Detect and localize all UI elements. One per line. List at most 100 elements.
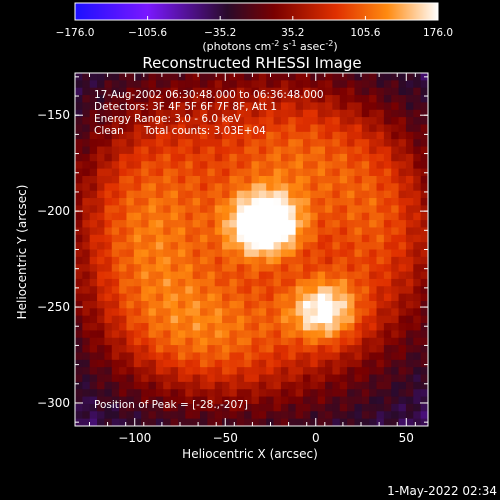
heatmap-cell (163, 315, 172, 324)
heatmap-cell (405, 190, 414, 199)
heatmap-cell (104, 161, 113, 170)
heatmap-cell (177, 234, 186, 243)
heatmap-cell (325, 367, 333, 376)
heatmap-cell (133, 109, 142, 118)
heatmap-cell (133, 183, 142, 192)
heatmap-cell (214, 80, 223, 89)
heatmap-cell (376, 161, 385, 170)
heatmap-cell (236, 411, 245, 420)
heatmap-cell (163, 396, 172, 405)
heatmap-cell (170, 389, 179, 398)
heatmap-cell (236, 300, 245, 309)
heatmap-cell (185, 345, 194, 353)
heatmap-cell (273, 367, 282, 376)
heatmap-cell (339, 102, 348, 111)
heatmap-cell (222, 117, 230, 125)
heatmap-cell (369, 220, 378, 228)
y-tick-label: −300 (37, 396, 70, 410)
heatmap-cell (177, 212, 186, 221)
heatmap-cell (251, 117, 260, 125)
heatmap-cell (89, 146, 98, 155)
heatmap-cell (266, 242, 275, 250)
heatmap-cell (75, 300, 83, 309)
heatmap-cell (244, 293, 252, 302)
heatmap-cell (75, 389, 83, 398)
heatmap-cell (222, 367, 230, 376)
heatmap-cell (222, 131, 230, 140)
heatmap-cell (89, 227, 98, 236)
heatmap-cell (420, 227, 428, 236)
heatmap-cell (398, 411, 407, 420)
heatmap-cell (332, 205, 341, 214)
heatmap-cell (214, 315, 223, 324)
heatmap-cell (369, 242, 378, 250)
heatmap-cell (185, 175, 194, 184)
heatmap-cell (89, 131, 98, 140)
heatmap-cell (317, 418, 326, 426)
heatmap-cell (82, 374, 91, 383)
heatmap-cell (104, 183, 113, 192)
heatmap-cell (376, 146, 385, 155)
heatmap-cell (302, 168, 311, 177)
heatmap-cell (155, 87, 164, 96)
heatmap-cell (97, 198, 105, 206)
heatmap-cell (302, 374, 311, 383)
heatmap-cell (405, 308, 414, 317)
heatmap-cell (207, 411, 216, 420)
heatmap-cell (251, 286, 260, 295)
heatmap-cell (376, 300, 385, 309)
heatmap-cell (185, 87, 194, 96)
heatmap-cell (185, 183, 194, 192)
heatmap-cell (302, 183, 311, 192)
heatmap-cell (244, 367, 252, 376)
heatmap-cell (288, 198, 297, 206)
heatmap-cell (383, 227, 392, 236)
heatmap-cell (317, 73, 326, 81)
heatmap-cell (75, 102, 83, 111)
heatmap-cell (222, 300, 230, 309)
heatmap-cell (133, 87, 142, 96)
heatmap-cell (200, 153, 208, 162)
heatmap-cell (111, 95, 120, 103)
heatmap-cell (288, 293, 297, 302)
heatmap-cell (273, 381, 282, 390)
heatmap-cell (200, 80, 208, 89)
heatmap-cell (214, 381, 223, 390)
heatmap-cell (111, 198, 120, 206)
heatmap-cell (273, 374, 282, 383)
heatmap-cell (405, 278, 414, 287)
heatmap-cell (258, 396, 267, 405)
heatmap-cell (361, 315, 370, 324)
heatmap-cell (155, 396, 164, 405)
heatmap-cell (229, 403, 238, 412)
heatmap-cell (251, 396, 260, 405)
heatmap-cell (200, 300, 208, 309)
heatmap-cell (155, 367, 164, 376)
heatmap-cell (126, 109, 135, 118)
heatmap-cell (398, 256, 407, 265)
heatmap-cell (354, 131, 363, 140)
colorbar-tick-label: −105.6 (128, 27, 167, 39)
heatmap-cell (361, 95, 370, 103)
heatmap-cell (133, 227, 142, 236)
heatmap-cell (354, 102, 363, 111)
heatmap-cell (236, 242, 245, 250)
heatmap-cell (89, 374, 98, 383)
heatmap-cell (126, 139, 135, 148)
heatmap-cell (148, 73, 157, 81)
heatmap-cell (244, 256, 252, 265)
heatmap-cell (192, 139, 201, 148)
heatmap-cell (119, 315, 127, 324)
heatmap-cell (244, 315, 252, 324)
heatmap-cell (207, 300, 216, 309)
heatmap-cell (222, 396, 230, 405)
heatmap-cell (347, 411, 355, 420)
heatmap-cell (288, 102, 297, 111)
heatmap-cell (376, 381, 385, 390)
heatmap-cell (258, 234, 267, 243)
heatmap-cell (236, 359, 245, 368)
heatmap-cell (222, 308, 230, 317)
heatmap-cell (302, 161, 311, 170)
heatmap-cell (288, 242, 297, 250)
heatmap-cell (258, 308, 267, 317)
